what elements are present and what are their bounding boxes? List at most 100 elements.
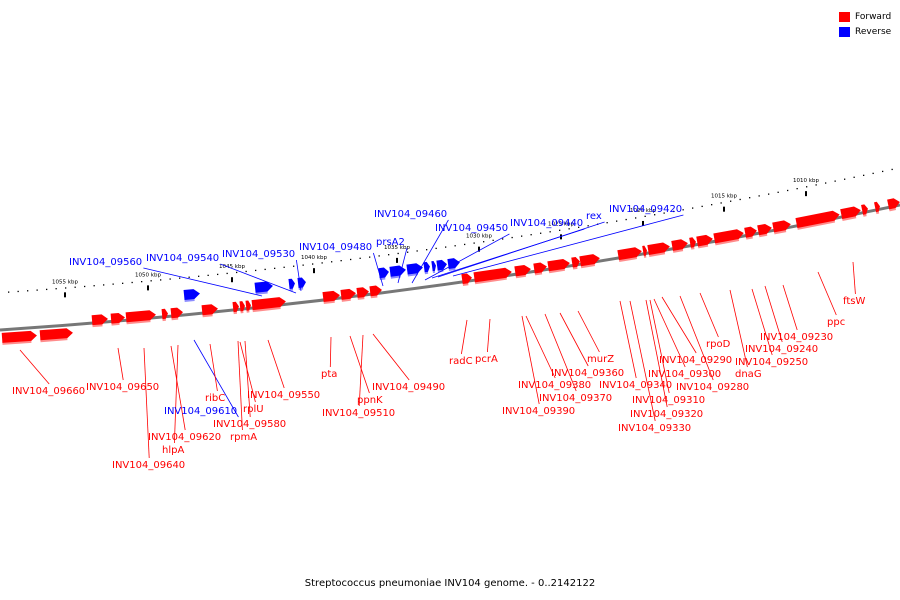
scale-label-7: 1020 kbp — [630, 208, 656, 214]
scale-tick-2 — [231, 277, 233, 283]
gene-label-ribc: ribC — [205, 393, 225, 404]
gene-arrow-29 — [713, 229, 744, 246]
gene-label-inv104-09310: INV104_09310 — [632, 395, 705, 406]
gene-arrow-41 — [297, 277, 306, 290]
gene-arrow-34 — [840, 206, 861, 222]
gene-label-rpma: rpmA — [230, 432, 257, 443]
leader-line-35 — [852, 261, 856, 295]
gene-arrow-15 — [369, 285, 382, 299]
gene-arrow-22 — [579, 254, 600, 269]
gene-label-inv104-09230: INV104_09230 — [760, 332, 833, 343]
leader-line-19 — [544, 313, 577, 392]
gene-label-inv104-09620: INV104_09620 — [148, 432, 221, 443]
leader-line-8 — [244, 340, 251, 418]
gene-labels: INV104_09660 INV104_09650 INV104_09640 INV1… — [12, 204, 865, 471]
leader-line-12 — [349, 335, 370, 394]
gene-label-inv104-09380: INV104_09380 — [518, 380, 591, 391]
gene-arrows — [1, 198, 900, 345]
leader-line-14 — [372, 333, 410, 381]
leader-line-17 — [525, 315, 556, 379]
gene-arrow-9 — [239, 301, 245, 314]
reverse-swatch — [839, 26, 850, 37]
gene-arrow-47 — [436, 259, 447, 273]
gene-arrow-11 — [251, 297, 286, 313]
leader-line-32 — [764, 285, 783, 343]
gene-label-inv104-09250: INV104_09250 — [735, 357, 808, 368]
gene-label-inv104-09460: INV104_09460 — [374, 209, 447, 220]
gene-label-inv104-09610: INV104_09610 — [164, 406, 237, 417]
gene-label-ftsw: ftsW — [843, 296, 865, 307]
leader-line-39 — [373, 252, 384, 287]
gene-arrow-36 — [874, 201, 880, 215]
leader-line-34 — [817, 271, 837, 316]
leader-line-31 — [751, 288, 773, 356]
scale-label-8: 1015 kbp — [711, 194, 737, 200]
gene-label-radc: radC — [449, 356, 473, 367]
gene-arrow-0 — [1, 330, 37, 345]
gene-arrow-1 — [39, 328, 73, 343]
gene-label-inv104-09370: INV104_09370 — [539, 393, 612, 404]
scale-label-0: 1055 kbp — [52, 279, 78, 285]
scale-tick-3 — [313, 268, 315, 274]
gene-label-hlpa: hlpA — [162, 445, 184, 456]
leader-line-30 — [729, 289, 748, 368]
leader-line-3 — [170, 345, 186, 431]
gene-label-inv104-09440: INV104_09440 — [510, 218, 583, 229]
gene-arrow-45 — [423, 261, 430, 275]
scale-tick-0 — [64, 292, 66, 298]
gene-arrow-13 — [340, 288, 356, 302]
gene-arrow-28 — [696, 234, 713, 249]
gene-arrow-39 — [254, 281, 273, 295]
gene-label-prsa2: prsA2 — [376, 237, 405, 248]
gene-arrow-32 — [772, 220, 791, 235]
leader-line-25 — [649, 299, 670, 394]
gene-label-rpod: rpoD — [706, 339, 731, 350]
leader-line-20 — [559, 312, 589, 367]
gene-label-inv104-09360: INV104_09360 — [551, 368, 624, 379]
gene-label-inv104-09420: INV104_09420 — [609, 204, 682, 215]
scale-label-3: 1040 kbp — [301, 255, 327, 261]
gene-arrow-6 — [170, 307, 183, 321]
gene-label-inv104-09480: INV104_09480 — [299, 242, 372, 253]
gene-arrow-20 — [547, 258, 570, 274]
leader-line-42 — [424, 233, 510, 281]
leader-line-21 — [577, 310, 600, 353]
leader-line-41 — [397, 247, 408, 284]
leader-line-37 — [220, 263, 297, 294]
gene-arrow-30 — [744, 226, 757, 240]
leader-line-4 — [174, 344, 179, 444]
gene-arrow-21 — [571, 256, 580, 270]
gene-label-inv104-09510: INV104_09510 — [322, 408, 395, 419]
gene-label-inv104-09540: INV104_09540 — [146, 253, 219, 264]
gene-label-rplu: rplU — [243, 404, 264, 415]
gene-arrow-23 — [617, 247, 642, 263]
minor-ticks — [8, 168, 893, 293]
gene-label-inv104-09240: INV104_09240 — [745, 344, 818, 355]
gene-arrow-17 — [473, 267, 512, 285]
leader-line-5 — [193, 339, 239, 418]
legend-label-reverse: Reverse — [855, 26, 892, 37]
scale-label-9: 1010 kbp — [793, 178, 819, 184]
gene-label-inv104-09340: INV104_09340 — [599, 380, 672, 391]
leader-line-45 — [452, 214, 684, 277]
map-caption: Streptococcus pneumoniae INV104 genome. … — [304, 578, 596, 589]
gene-arrow-5 — [161, 308, 168, 322]
gene-label-rex: rex — [586, 211, 602, 222]
gene-label-murz: murZ — [587, 354, 614, 365]
gene-arrow-24 — [642, 245, 647, 258]
gene-arrow-43 — [389, 265, 406, 279]
gene-label-inv104-09550: INV104_09550 — [247, 390, 320, 401]
gene-arrow-42 — [378, 267, 389, 281]
label-leader-lines — [19, 214, 856, 459]
gene-arrow-10 — [245, 300, 251, 313]
gene-arrow-4 — [125, 310, 156, 325]
gene-arrow-26 — [671, 239, 688, 253]
leader-line-26 — [653, 298, 686, 368]
leader-line-1 — [117, 347, 124, 381]
gene-arrow-40 — [288, 278, 295, 291]
leader-line-22 — [619, 300, 637, 379]
leader-line-28 — [679, 295, 714, 381]
gene-label-pcra: pcrA — [475, 354, 498, 365]
gene-label-inv104-09320: INV104_09320 — [630, 409, 703, 420]
